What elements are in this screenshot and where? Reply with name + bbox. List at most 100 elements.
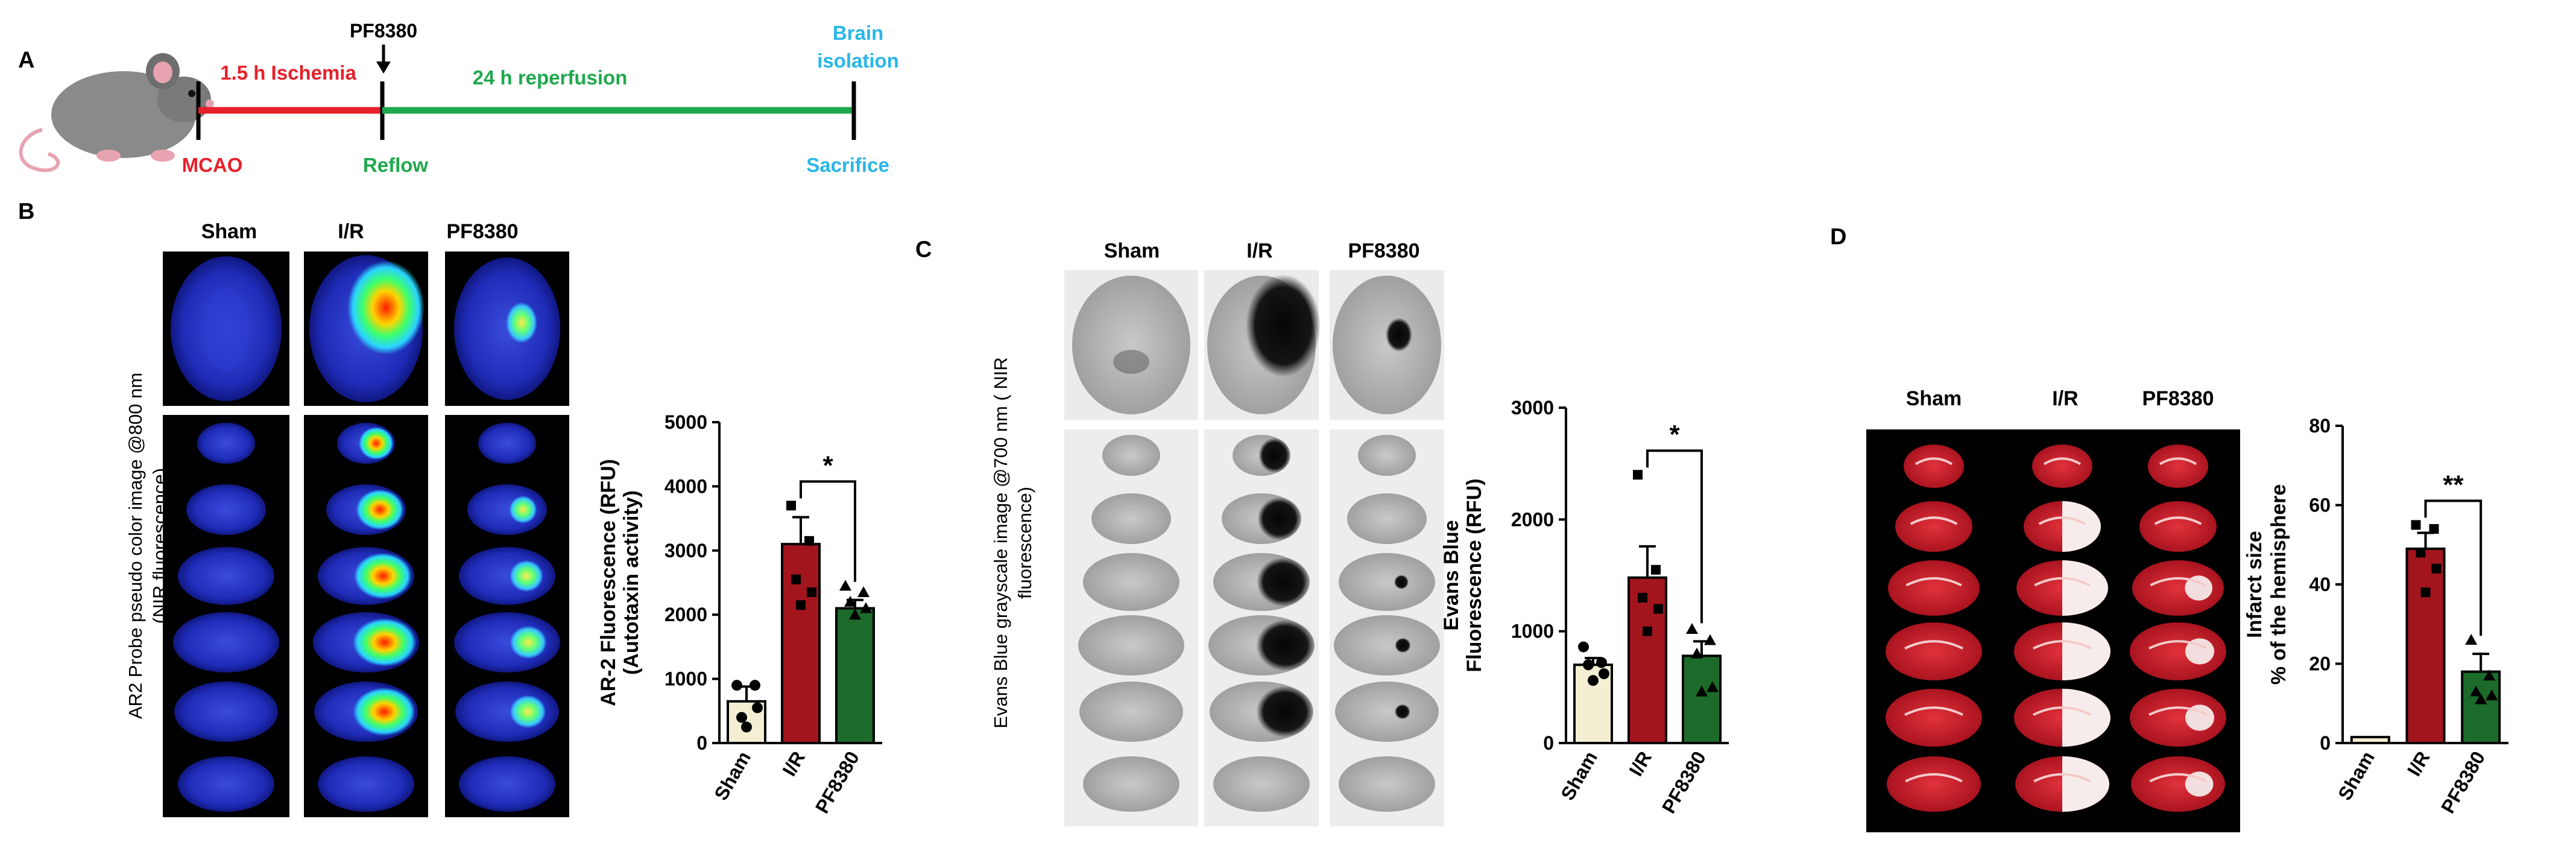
- data-point: [839, 580, 851, 591]
- evans-slice: [1334, 615, 1440, 675]
- evans-slice: [1083, 553, 1179, 611]
- x-tick-label: I/R: [1624, 748, 1656, 780]
- ttc-white-matter: [2150, 577, 2206, 587]
- ttc-white-matter: [2148, 640, 2208, 650]
- ttc-slice: [1895, 501, 1972, 552]
- nir-hotspot: [510, 695, 546, 729]
- sacrifice-label: Sacrifice: [806, 154, 889, 176]
- panel-letter-d: D: [1830, 224, 1846, 250]
- nir-whole-brain-pf8380: [445, 252, 569, 406]
- data-point: [796, 600, 806, 610]
- data-point: [741, 721, 752, 733]
- evans-slice: [1347, 493, 1427, 544]
- x-tick-label: Sham: [1556, 748, 1602, 804]
- evans-stain: [1394, 575, 1409, 589]
- reflow-label: Reflow: [363, 154, 429, 176]
- nir-slice: [478, 423, 536, 464]
- ttc-white-matter: [2034, 577, 2091, 587]
- nir-hotspot: [510, 625, 547, 659]
- ttc-white-matter: [2043, 457, 2082, 466]
- x-tick-label: PF8380: [811, 748, 863, 817]
- data-point: [2486, 689, 2498, 701]
- reperfusion-label: 24 h reperfusion: [473, 66, 628, 89]
- ttc-white-matter: [2033, 640, 2092, 650]
- significance-bracket: [1646, 449, 1703, 624]
- panel-c-group-pf8380: PF8380: [1348, 239, 1419, 262]
- significance-bracket: [2424, 499, 2483, 636]
- significance-bracket: [800, 480, 856, 582]
- data-point: [1596, 657, 1607, 668]
- y-tick-label: 0: [696, 732, 707, 754]
- ischemia-label: 1.5 h Ischemia: [220, 62, 356, 84]
- nir-whole-brain-ir: [304, 252, 428, 406]
- ttc-infarct: [2062, 756, 2109, 812]
- ttc-white-matter: [1910, 516, 1958, 525]
- nir-slice: [197, 423, 255, 464]
- data-point: [1643, 626, 1652, 636]
- y-axis-label: % of the hemisphere: [2267, 484, 2290, 685]
- nir-hotspot: [353, 618, 417, 666]
- y-tick-label: 1000: [1511, 621, 1554, 642]
- data-point: [1651, 565, 1661, 575]
- data-point: [1706, 681, 1719, 692]
- y-tick-label: 0: [2320, 732, 2331, 754]
- panel-c-group-ir: I/R: [1246, 239, 1272, 262]
- nir-slice: [178, 547, 274, 605]
- nir-hotspot: [509, 495, 537, 524]
- data-point: [1638, 593, 1647, 603]
- data-point: [1691, 647, 1703, 659]
- chart-d-infarct: 0 20 40 60 80 Infarct size% of the hemisphere…: [2243, 415, 2508, 817]
- y-tick-label: 4000: [665, 475, 707, 497]
- ttc-infarct: [2185, 704, 2214, 731]
- significance-label: **: [2443, 470, 2464, 499]
- ttc-infarct: [2062, 560, 2108, 616]
- data-point: [860, 602, 872, 613]
- ttc-slice: [2032, 444, 2092, 488]
- ttc-white-matter: [2154, 516, 2202, 525]
- chart-c-evans-blue: 0 1000 2000 3000 Evans Blue Fluorescence (RFU…: [1440, 397, 1729, 817]
- nir-slice: [174, 682, 278, 742]
- y-tick-label: 80: [2309, 415, 2331, 437]
- data-point: [1704, 634, 1716, 645]
- chart-b-autotaxin: 0 1000 2000 3000 4000 5000 AR-2 Fluorescence (…: [597, 411, 882, 817]
- data-point: [2483, 669, 2496, 681]
- bar: [781, 543, 821, 744]
- data-point: [2465, 634, 2478, 645]
- data-point: [1653, 604, 1663, 614]
- data-point: [791, 574, 801, 584]
- evans-slice: [1358, 435, 1416, 476]
- ttc-infarct: [2062, 622, 2110, 680]
- ttc-infarct: [2185, 638, 2214, 665]
- panel-letter-b: B: [18, 199, 34, 224]
- ttc-white-matter: [2159, 457, 2197, 466]
- ttc-infarct: [2185, 575, 2212, 601]
- data-point: [786, 501, 796, 511]
- mcao-label: MCAO: [182, 154, 243, 176]
- brain-isolation-label-line1: Brain: [833, 22, 883, 44]
- ttc-white-matter: [1904, 706, 1963, 716]
- ttc-slice: [2139, 501, 2217, 552]
- x-tick-label: PF8380: [2437, 748, 2489, 817]
- y-tick-label: 3000: [1511, 397, 1554, 419]
- nir-slice: [318, 756, 414, 812]
- nir-hotspot: [356, 489, 404, 530]
- y-axis-label: Fluorescence (RFU): [1463, 478, 1486, 672]
- bar: [1682, 654, 1722, 744]
- evans-stain: [1257, 497, 1301, 540]
- data-point: [2411, 520, 2421, 530]
- ttc-slice: [2131, 756, 2225, 812]
- y-tick-label: 3000: [665, 540, 707, 562]
- y-axis-label: AR-2 Fluorescence (RFU): [597, 459, 620, 706]
- ttc-slice: [2130, 622, 2226, 680]
- ttc-white-matter: [2148, 706, 2208, 716]
- ttc-infarct: [2062, 689, 2110, 747]
- y-tick-label: 40: [2309, 574, 2331, 595]
- nir-hotspot: [510, 560, 543, 592]
- x-tick-label: I/R: [2403, 748, 2434, 780]
- y-axis-label: Infarct size: [2243, 531, 2266, 638]
- ttc-slice: [1886, 622, 1982, 680]
- evans-slice: [1335, 682, 1439, 742]
- evans-slice: [1102, 435, 1160, 476]
- data-point: [2470, 685, 2483, 697]
- panel-b-group-sham: Sham: [201, 220, 257, 243]
